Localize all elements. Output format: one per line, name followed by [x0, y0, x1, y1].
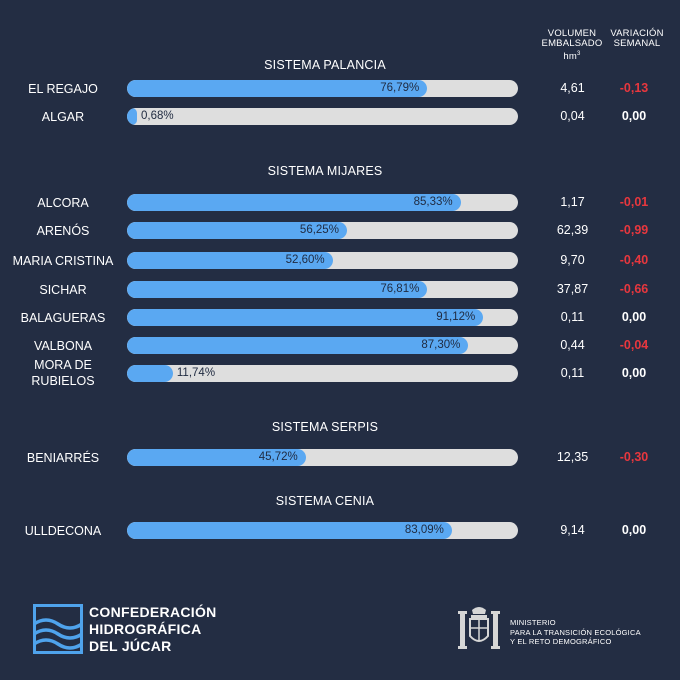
- variation-value: -0,99: [619, 223, 649, 237]
- bar-track: 91,12%: [127, 309, 518, 326]
- org-name: CONFEDERACIÓN HIDROGRÁFICA DEL JÚCAR: [89, 604, 217, 655]
- bar-track: 76,81%: [127, 281, 518, 298]
- bar-fill: [127, 252, 333, 269]
- reservoir-name: ARENÓS: [36, 224, 90, 238]
- bar-percent-label: 0,68%: [141, 110, 174, 122]
- bar-track: 56,25%: [127, 222, 518, 239]
- bar-fill: [127, 522, 452, 539]
- bar-fill: [127, 80, 428, 97]
- reservoir-name: BALAGUERAS: [20, 311, 106, 325]
- bar-percent-label: 87,30%: [421, 339, 461, 351]
- volume-value: 0,04: [560, 109, 585, 123]
- ministry-line2: PARA LA TRANSICIÓN ECOLÓGICA: [510, 627, 641, 637]
- volume-value: 9,14: [560, 523, 585, 537]
- volume-header-line2: EMBALSADO: [541, 38, 603, 49]
- bar-fill: [127, 309, 484, 326]
- bar-percent-label: 76,81%: [380, 283, 420, 295]
- reservoir-name: BENIARRÉS: [26, 451, 100, 465]
- bar-fill: [127, 365, 173, 382]
- volume-value: 12,35: [556, 450, 589, 464]
- bar-track: 76,79%: [127, 80, 518, 97]
- variation-value: -0,13: [619, 81, 649, 95]
- bar-track: 11,74%: [127, 365, 518, 382]
- volume-value: 62,39: [556, 223, 589, 237]
- reservoir-name: SICHAR: [39, 283, 87, 297]
- org-name-line1: CONFEDERACIÓN: [89, 604, 217, 620]
- bar-percent-label: 85,33%: [413, 196, 453, 208]
- bar-track: 52,60%: [127, 252, 518, 269]
- reservoir-name: VALBONA: [33, 339, 93, 353]
- bar-percent-label: 56,25%: [299, 224, 339, 236]
- bar-fill: [127, 281, 428, 298]
- variation-value: 0,00: [621, 523, 647, 537]
- reservoir-name: EL REGAJO: [28, 82, 98, 96]
- variation-value: -0,04: [619, 338, 649, 352]
- reservoir-name: ALCORA: [37, 196, 89, 210]
- bar-fill: [127, 194, 461, 211]
- section-title: SISTEMA CENIA: [275, 494, 375, 508]
- variation-value: -0,66: [619, 282, 649, 296]
- volume-value: 37,87: [556, 282, 589, 296]
- variation-column-header: VARIACIÓN SEMANAL: [596, 29, 678, 49]
- volume-column-header: VOLUMEN EMBALSADO hm3: [530, 29, 614, 62]
- bar-percent-label: 45,72%: [258, 451, 298, 463]
- variation-value: 0,00: [621, 109, 647, 123]
- section-title: SISTEMA PALANCIA: [264, 58, 386, 72]
- section-title: SISTEMA SERPIS: [271, 420, 379, 434]
- bar-fill: [127, 449, 306, 466]
- variation-value: -0,40: [619, 253, 649, 267]
- variation-value: -0,30: [619, 450, 649, 464]
- bar-percent-label: 11,74%: [176, 367, 216, 379]
- variation-value: 0,00: [621, 310, 647, 324]
- reservoir-name: ULLDECONA: [24, 524, 102, 538]
- bar-track: 83,09%: [127, 522, 518, 539]
- reservoir-name: MARIA CRISTINA: [12, 254, 114, 268]
- volume-header-unit: hm3: [530, 49, 614, 62]
- reservoir-name-line: MORA DE: [34, 358, 92, 372]
- org-name-line2: HIDROGRÁFICA: [89, 621, 202, 637]
- volume-unit-sup: 3: [577, 51, 581, 57]
- variation-header-line1: VARIACIÓN: [610, 28, 664, 39]
- bar-track: 87,30%: [127, 337, 518, 354]
- volume-value: 1,17: [560, 195, 585, 209]
- variation-value: -0,01: [619, 195, 649, 209]
- reservoir-name: ALGAR: [41, 110, 85, 124]
- ministry-name: MINISTERIO PARA LA TRANSICIÓN ECOLÓGICA …: [510, 618, 641, 647]
- reservoir-name: MORA DE RUBIELOS: [8, 357, 118, 389]
- bar-percent-label: 91,12%: [436, 311, 476, 323]
- volume-value: 9,70: [560, 253, 585, 267]
- bar-track: 45,72%: [127, 449, 518, 466]
- bar-fill: [127, 108, 137, 125]
- volume-unit: hm: [563, 51, 578, 63]
- ministry-line3: Y EL RETO DEMOGRÁFICO: [510, 637, 612, 646]
- bar-percent-label: 76,79%: [380, 82, 420, 94]
- section-title: SISTEMA MIJARES: [267, 164, 383, 178]
- variation-header-line2: SEMANAL: [613, 38, 661, 49]
- variation-value: 0,00: [621, 366, 647, 380]
- bar-fill: [127, 222, 347, 239]
- ministry-line1: MINISTERIO: [510, 618, 556, 627]
- volume-value: 0,44: [560, 338, 585, 352]
- volume-value: 0,11: [560, 310, 585, 324]
- bar-percent-label: 83,09%: [404, 524, 444, 536]
- volume-header-line1: VOLUMEN: [547, 28, 597, 39]
- volume-value: 4,61: [560, 81, 585, 95]
- waves-logo-icon: [33, 604, 83, 654]
- reservoir-name-line: RUBIELOS: [31, 374, 95, 388]
- bar-fill: [127, 337, 469, 354]
- bar-track: 0,68%: [127, 108, 518, 125]
- org-name-line3: DEL JÚCAR: [89, 638, 172, 654]
- bar-track: 85,33%: [127, 194, 518, 211]
- coat-of-arms-icon: [458, 607, 500, 649]
- volume-value: 0,11: [560, 366, 585, 380]
- bar-percent-label: 52,60%: [285, 254, 325, 266]
